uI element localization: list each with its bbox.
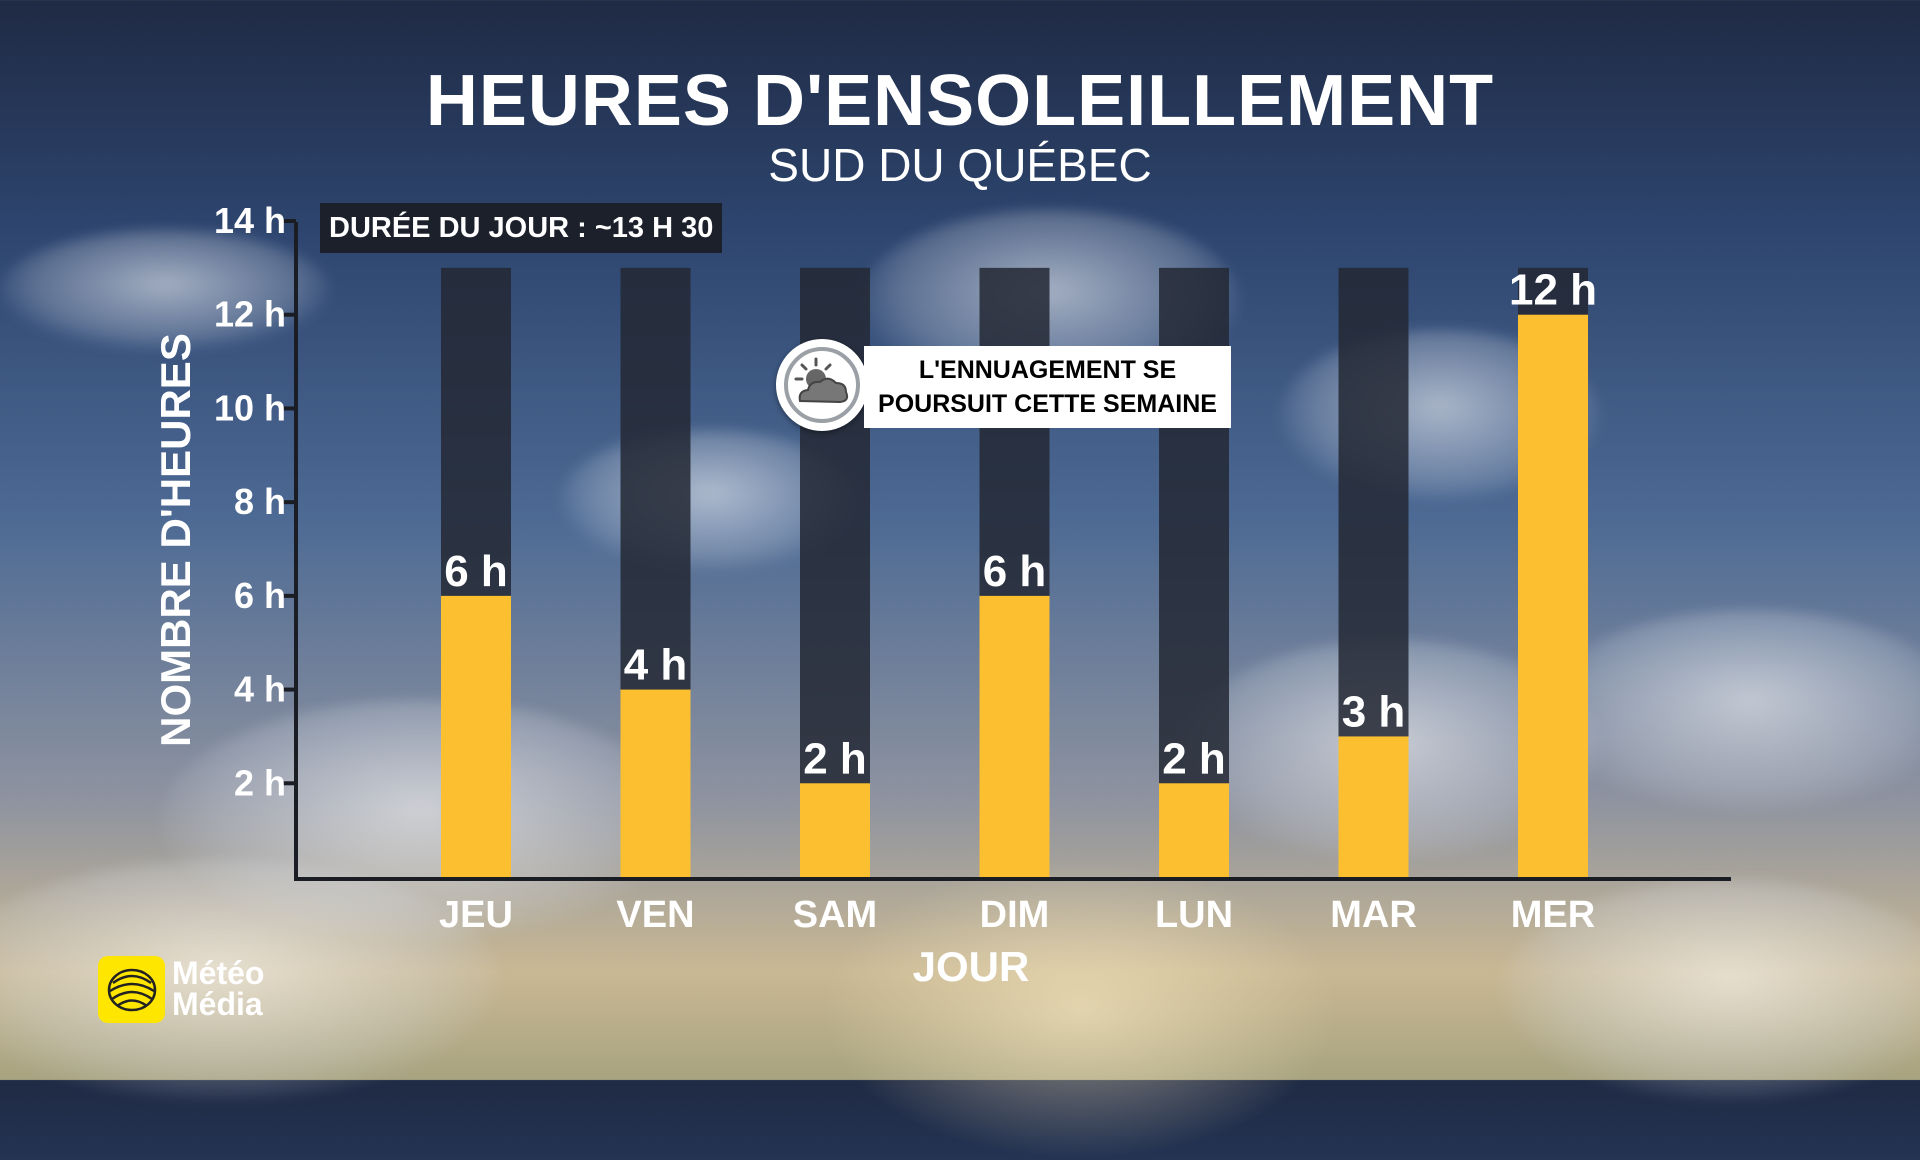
x-axis-title: JOUR: [913, 943, 1030, 990]
forecast-note: L'ENNUAGEMENT SE POURSUIT CETTE SEMAINE: [864, 346, 1231, 428]
cloud-decoration: [1540, 610, 1920, 810]
y-tick-label: 8 h: [234, 481, 286, 522]
globe-icon: [98, 956, 165, 1023]
sunshine-bar: [800, 783, 870, 877]
x-tick-label: LUN: [1155, 894, 1233, 936]
y-tick-label: 4 h: [234, 669, 286, 710]
sunshine-bar: [1518, 314, 1588, 877]
x-tick-label: DIM: [980, 894, 1050, 936]
cloud-decoration: [0, 860, 500, 1100]
sunshine-bar: [1338, 736, 1409, 877]
cloud-decoration: [0, 230, 330, 350]
bar-chart: 6 h 4 h 2 h 6 h 2 h 3 h 12 h JEU VEN SAM DIM LUN MA…: [152, 200, 1731, 990]
sunshine-bar: [441, 595, 511, 877]
value-labels: 6 h 4 h 2 h 6 h 2 h 3 h 12 h: [444, 266, 1597, 784]
cloud-sun-icon: [776, 339, 868, 431]
forecast-note-line2: POURSUIT CETTE SEMAINE: [878, 390, 1217, 418]
meteomedia-logo: Météo Média: [98, 956, 278, 1026]
y-tick-label: 10 h: [214, 387, 286, 428]
day-length-badge: DURÉE DU JOUR : ~13 H 30: [320, 203, 723, 253]
value-label: 2 h: [1162, 734, 1226, 783]
value-label: 12 h: [1509, 266, 1597, 315]
logo-text-line1: Météo: [172, 955, 265, 991]
cloud-decoration: [1500, 880, 1920, 1100]
y-tick-label: 12 h: [214, 294, 286, 335]
y-axis-title: NOMBRE D'HEURES: [152, 333, 199, 747]
value-label: 4 h: [624, 641, 688, 690]
x-tick-label: SAM: [793, 894, 877, 936]
y-axis-ticks: 2 h 4 h 6 h 8 h 10 h 12 h 14 h: [214, 200, 296, 803]
value-label: 6 h: [983, 547, 1047, 596]
sunshine-bar: [620, 689, 691, 877]
chart-title: HEURES D'ENSOLEILLEMENT: [425, 61, 1495, 141]
value-label: 2 h: [803, 734, 867, 783]
category-labels: JEU VEN SAM DIM LUN MAR MER: [439, 894, 1595, 936]
forecast-note-line1: L'ENNUAGEMENT SE: [918, 356, 1177, 384]
sunshine-bar: [979, 595, 1050, 877]
sunshine-bars: [441, 314, 1588, 877]
y-tick-label: 14 h: [214, 200, 286, 241]
x-tick-label: MAR: [1330, 894, 1417, 936]
x-tick-label: VEN: [616, 894, 694, 936]
value-label: 6 h: [444, 547, 508, 596]
x-tick-label: MER: [1511, 894, 1595, 936]
y-tick-label: 6 h: [234, 575, 286, 616]
chart-subtitle: SUD DU QUÉBEC: [768, 139, 1152, 191]
sunshine-bar: [1159, 783, 1229, 877]
value-label: 3 h: [1342, 687, 1406, 736]
x-tick-label: JEU: [439, 894, 513, 936]
logo-text-line2: Média: [172, 986, 263, 1022]
y-tick-label: 2 h: [234, 762, 286, 803]
